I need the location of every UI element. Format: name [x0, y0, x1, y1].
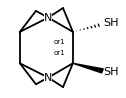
Polygon shape	[73, 63, 103, 73]
Text: SH: SH	[104, 67, 119, 77]
Text: N: N	[44, 73, 52, 83]
Text: N: N	[44, 13, 52, 23]
Text: SH: SH	[104, 18, 119, 28]
Text: or1: or1	[54, 50, 65, 56]
Text: or1: or1	[54, 39, 65, 45]
